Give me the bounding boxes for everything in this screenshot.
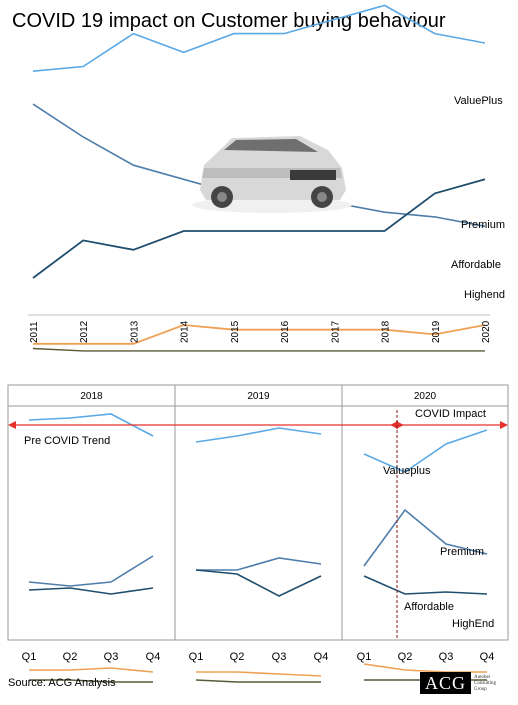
quarter-label: Q2	[398, 651, 413, 663]
series-line-highend-2018	[29, 667, 154, 673]
top-line-chart: 2011 2012 2013 2014 2015 2016 2017 2018 2019 2020…	[28, 4, 505, 352]
logo-subtext: Autobei Consulting Group	[474, 675, 496, 692]
quarterly-panel-chart: 2018 2019 2020 Q1 Q2 Q3 Q4 Q1 Q2 Q3 Q4 Q1 Q2 Q3 Q4 COVI…	[7, 384, 509, 683]
series-line-bottom-2018	[29, 679, 153, 683]
panel-header-2019: 2019	[247, 391, 270, 402]
series-label-affordable: Affordable	[451, 259, 501, 271]
series-line-bottom-2019	[195, 679, 321, 683]
quarter-label: Q4	[314, 651, 329, 663]
logo-mark: ACG	[420, 672, 472, 694]
car-image	[192, 136, 352, 213]
quarter-label: Q2	[230, 651, 245, 663]
quarter-label: Q3	[272, 651, 287, 663]
arrowhead-left	[8, 421, 16, 429]
series-line-affordable-2020	[363, 575, 488, 595]
quarter-label: Q2	[63, 651, 78, 663]
series-label-valueplus: ValuePlus	[454, 95, 503, 107]
chart-title: COVID 19 impact on Customer buying behav…	[12, 10, 446, 32]
x-tick-label: 2011	[29, 321, 40, 343]
x-tick-label: 2020	[481, 320, 492, 343]
x-tick-label: 2018	[381, 320, 392, 343]
series-label-premium: Premium	[461, 219, 505, 231]
series-line-bottom	[32, 347, 485, 352]
series-line-premium-2018	[28, 555, 154, 587]
series-line-highend-2020	[363, 663, 487, 673]
series-label-valueplus-quarterly: Valueplus	[383, 465, 431, 477]
x-tick-label: 2019	[431, 320, 442, 343]
x-tick-label: 2014	[180, 320, 191, 343]
x-tick-label: 2012	[79, 320, 90, 343]
acg-logo: ACG Autobei Consulting Group	[420, 672, 506, 694]
quarter-label: Q1	[189, 651, 204, 663]
panel-header-2018: 2018	[80, 391, 103, 402]
series-line-affordable-2019	[195, 569, 322, 597]
annotation-covid-impact: COVID Impact	[415, 408, 486, 420]
x-tick-label: 2017	[330, 320, 341, 343]
series-line-highend	[33, 324, 486, 345]
annotation-pre-covid-trend: Pre COVID Trend	[24, 435, 110, 447]
quarter-label: Q3	[439, 651, 454, 663]
quarter-label: Q4	[480, 651, 495, 663]
panel-frame	[7, 384, 509, 641]
series-line-valueplus-2020	[363, 429, 488, 473]
series-line-valueplus-2019	[195, 427, 322, 443]
series-label-highend-quarterly: HighEnd	[452, 618, 494, 630]
quarter-label: Q1	[357, 651, 372, 663]
x-tick-label: 2013	[129, 320, 140, 343]
panel-header-2020: 2020	[414, 391, 437, 402]
series-label-premium-quarterly: Premium	[440, 546, 484, 558]
series-line-highend-2019	[196, 671, 322, 677]
series-label-highend: Highend	[464, 289, 505, 301]
source-note: Source: ACG Analysis	[8, 677, 116, 689]
quarter-label: Q3	[104, 651, 119, 663]
series-line-affordable	[32, 178, 486, 279]
series-line-valueplus	[32, 4, 486, 72]
x-tick-label: 2015	[230, 320, 241, 343]
arrowhead-right	[500, 421, 508, 429]
quarter-label: Q4	[146, 651, 161, 663]
x-tick-label: 2016	[280, 320, 291, 343]
series-line-premium-2019	[196, 557, 322, 571]
series-line-premium-2020	[363, 508, 488, 567]
series-label-affordable-quarterly: Affordable	[404, 601, 454, 613]
series-line-affordable-2018	[28, 587, 154, 595]
arrowhead-mid-right	[396, 421, 404, 429]
quarter-label: Q1	[22, 651, 37, 663]
